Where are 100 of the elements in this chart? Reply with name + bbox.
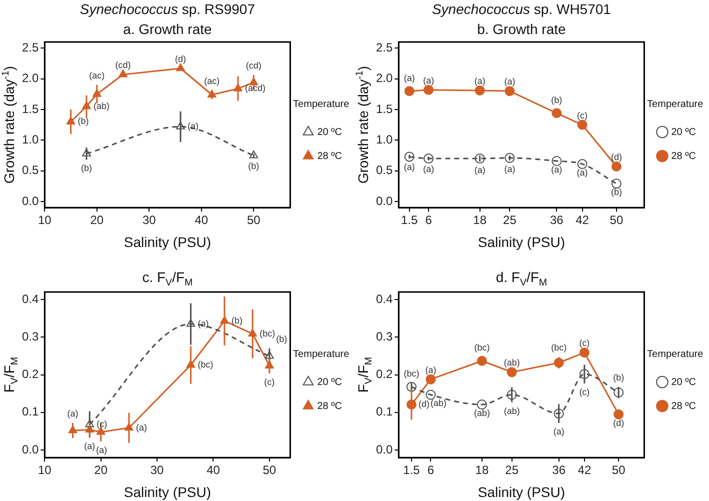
annotation: (a) <box>551 164 562 174</box>
annotation: (c) <box>96 418 108 429</box>
x-tick-label: 18 <box>473 213 487 228</box>
annotation: (a) <box>404 162 415 172</box>
x-tick-label: 1.5 <box>403 463 420 478</box>
y-tick-label: 1.0 <box>22 132 39 146</box>
annotation: (c) <box>577 110 588 120</box>
annotation: (cd) <box>115 60 131 70</box>
annotation: (b) <box>231 315 242 326</box>
x-axis-title: Salinity (PSU) <box>124 484 212 500</box>
x-tick-label: 10 <box>38 463 52 478</box>
annotation: (b) <box>80 163 92 174</box>
x-tick-label: 30 <box>150 463 164 478</box>
legend-title: Temperature <box>647 98 704 110</box>
y-tick-label: 0.0 <box>376 442 393 456</box>
x-tick-label: 36 <box>552 463 566 478</box>
x-tick-label: 30 <box>142 213 156 228</box>
x-tick-label: 6 <box>425 213 432 228</box>
chart-subtitle: a. Growth rate <box>123 21 212 37</box>
annotation: (a) <box>84 440 96 451</box>
annotation: (c) <box>579 386 590 397</box>
annotation: (bc) <box>198 360 214 370</box>
annotation: (c) <box>264 376 275 387</box>
x-tick-label: 42 <box>576 213 590 228</box>
x-tick-label: 20 <box>90 213 104 228</box>
annotation: (bc) <box>474 342 490 353</box>
annotation: (b) <box>551 94 562 105</box>
y-tick-label: 0.3 <box>376 329 393 344</box>
y-tick-label: 0.4 <box>22 292 39 306</box>
annotation: (ab) <box>430 398 446 408</box>
x-tick-label: 50 <box>262 463 276 478</box>
x-tick-label: 50 <box>246 213 261 228</box>
x-tick-label: 36 <box>550 213 564 228</box>
annotation: (b) <box>78 116 89 126</box>
legend-label: 28 ºC <box>317 400 342 412</box>
y-axis-title: Growth rate (day-1) <box>354 66 371 184</box>
chart-title: Synechococcus sp. RS9907 <box>80 1 256 17</box>
x-axis-title: Salinity (PSU) <box>478 484 566 500</box>
annotation: (a) <box>423 164 434 174</box>
annotation: (a) <box>474 76 486 86</box>
annotation: (a) <box>576 168 588 178</box>
y-tick-label: 2.0 <box>22 71 39 86</box>
annotation: (b) <box>276 334 288 344</box>
y-tick-label: 0.4 <box>376 292 393 306</box>
x-tick-label: 25 <box>505 463 519 478</box>
annotation: (a) <box>188 121 199 132</box>
legend-title: Temperature <box>647 348 704 360</box>
annotation: (ac) <box>89 70 105 80</box>
annotation: (bc) <box>260 328 276 338</box>
annotation: (a) <box>504 76 516 87</box>
annotation: (bc) <box>404 368 420 379</box>
annotation: (a) <box>198 318 209 328</box>
annotation: (bc) <box>551 342 567 353</box>
y-axis-title: FV/FM <box>1 356 20 393</box>
x-tick-label: 1.5 <box>401 213 418 228</box>
x-tick-label: 40 <box>206 463 220 478</box>
legend-title: Temperature <box>293 98 350 110</box>
x-tick-label: 40 <box>194 213 208 228</box>
annotation: (a) <box>67 408 78 418</box>
x-tick-label: 50 <box>610 213 624 228</box>
y-tick-label: 2.5 <box>376 40 393 54</box>
x-tick-label: 42 <box>578 463 592 478</box>
y-tick-label: 0.3 <box>22 329 39 344</box>
annotation: (a) <box>474 165 486 176</box>
y-tick-label: 0.1 <box>22 404 39 419</box>
annotation: (b) <box>248 160 260 171</box>
y-tick-label: 0.2 <box>22 367 39 382</box>
y-tick-label: 1.5 <box>376 102 393 116</box>
x-axis-title: Salinity (PSU) <box>124 234 212 250</box>
y-tick-label: 0.5 <box>376 163 393 178</box>
y-tick-label: 2.5 <box>22 40 39 54</box>
annotation: (ab) <box>93 100 110 111</box>
y-tick-label: 0.0 <box>376 194 393 208</box>
y-tick-label: 0.0 <box>22 442 39 456</box>
y-tick-label: 1.5 <box>22 102 39 116</box>
annotation: (a) <box>96 444 108 455</box>
y-tick-label: 0.5 <box>22 163 39 178</box>
annotation: (d) <box>418 399 430 410</box>
annotation: (cd) <box>246 60 262 71</box>
legend-label: 28 ºC <box>671 400 696 412</box>
annotation: (ab) <box>504 406 520 416</box>
annotation: (a) <box>404 72 415 83</box>
x-tick-label: 50 <box>612 463 626 478</box>
annotation: (d) <box>610 152 622 162</box>
y-tick-label: 1.0 <box>376 132 393 146</box>
x-tick-label: 10 <box>38 213 52 228</box>
legend-label: 20 ºC <box>317 376 342 388</box>
annotation: (acd) <box>244 83 266 94</box>
x-axis-title: Salinity (PSU) <box>478 234 566 250</box>
annotation: (ab) <box>474 408 490 418</box>
legend-title: Temperature <box>293 348 350 360</box>
annotation: (b) <box>613 372 624 382</box>
legend-label: 20 ºC <box>671 376 696 388</box>
legend-label: 28 ºC <box>317 150 342 162</box>
annotation: (a) <box>553 426 564 436</box>
y-axis-title: Growth rate (day-1) <box>0 66 17 184</box>
x-tick-label: 20 <box>94 463 108 478</box>
annotation: (ac) <box>204 76 220 86</box>
y-axis-title: FV/FM <box>355 356 374 393</box>
chart-title: Synechococcus sp. WH5701 <box>432 1 612 17</box>
